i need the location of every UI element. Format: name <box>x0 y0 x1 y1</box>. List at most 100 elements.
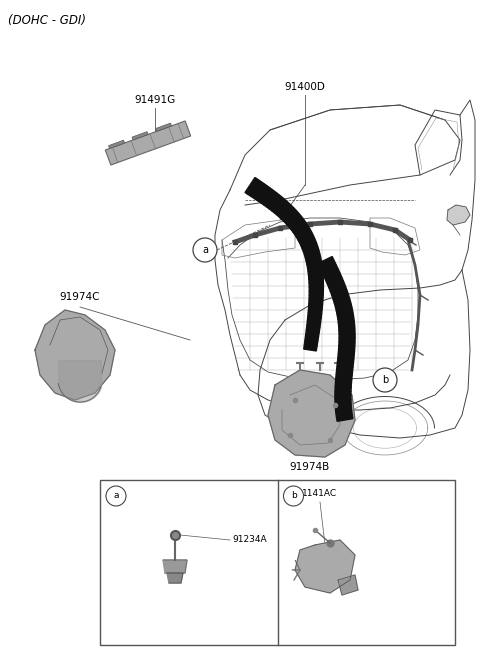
Polygon shape <box>339 334 355 338</box>
Polygon shape <box>298 233 313 243</box>
Polygon shape <box>275 200 288 215</box>
Polygon shape <box>335 387 351 392</box>
Polygon shape <box>308 313 322 319</box>
Polygon shape <box>295 540 355 593</box>
Polygon shape <box>338 317 354 323</box>
Polygon shape <box>308 266 323 272</box>
Text: 91491G: 91491G <box>134 95 176 105</box>
Polygon shape <box>306 330 319 337</box>
Polygon shape <box>285 211 299 225</box>
Circle shape <box>284 486 303 506</box>
Polygon shape <box>336 378 352 384</box>
Polygon shape <box>269 195 283 211</box>
Polygon shape <box>307 262 322 269</box>
Polygon shape <box>304 344 317 351</box>
Circle shape <box>106 486 126 506</box>
Polygon shape <box>336 366 353 372</box>
Polygon shape <box>333 294 350 304</box>
Polygon shape <box>330 286 347 296</box>
Polygon shape <box>108 140 125 148</box>
Polygon shape <box>336 370 352 376</box>
Polygon shape <box>268 370 355 457</box>
Polygon shape <box>167 573 183 583</box>
Polygon shape <box>272 198 286 214</box>
Polygon shape <box>329 282 345 292</box>
Polygon shape <box>322 265 338 276</box>
Polygon shape <box>338 575 358 595</box>
Polygon shape <box>318 256 334 267</box>
Polygon shape <box>335 391 351 396</box>
Polygon shape <box>336 307 353 315</box>
Polygon shape <box>335 396 351 399</box>
Polygon shape <box>248 179 261 196</box>
Polygon shape <box>338 346 355 351</box>
Polygon shape <box>287 214 301 227</box>
Polygon shape <box>336 374 352 380</box>
Polygon shape <box>282 208 297 222</box>
Text: a: a <box>113 491 119 501</box>
Polygon shape <box>309 304 323 309</box>
Polygon shape <box>295 226 310 237</box>
Polygon shape <box>336 415 353 421</box>
Polygon shape <box>280 206 294 220</box>
Polygon shape <box>306 326 320 332</box>
Text: b: b <box>290 491 296 501</box>
Polygon shape <box>309 291 324 296</box>
Polygon shape <box>307 321 321 328</box>
Polygon shape <box>309 283 324 287</box>
Polygon shape <box>327 277 344 288</box>
Polygon shape <box>35 310 115 400</box>
Polygon shape <box>336 304 352 311</box>
Polygon shape <box>308 308 322 314</box>
Polygon shape <box>338 321 355 327</box>
Polygon shape <box>304 250 320 258</box>
Bar <box>100 480 455 645</box>
Polygon shape <box>335 382 351 388</box>
Polygon shape <box>309 275 324 279</box>
Polygon shape <box>309 279 324 283</box>
Polygon shape <box>337 362 353 367</box>
Polygon shape <box>335 299 351 307</box>
Text: 1141AC: 1141AC <box>302 489 337 498</box>
Polygon shape <box>309 287 324 292</box>
Polygon shape <box>289 217 304 229</box>
Polygon shape <box>305 254 321 261</box>
Polygon shape <box>338 353 354 359</box>
Polygon shape <box>306 258 322 265</box>
Text: b: b <box>382 375 388 385</box>
Text: a: a <box>202 245 208 255</box>
Polygon shape <box>304 340 318 346</box>
Polygon shape <box>257 186 271 203</box>
Polygon shape <box>264 191 277 207</box>
Polygon shape <box>261 189 274 205</box>
Polygon shape <box>309 300 323 305</box>
Polygon shape <box>307 317 321 323</box>
Polygon shape <box>335 399 351 404</box>
Polygon shape <box>320 261 336 271</box>
Polygon shape <box>339 329 355 334</box>
Polygon shape <box>332 290 348 300</box>
Polygon shape <box>300 236 315 246</box>
Polygon shape <box>339 342 355 346</box>
Polygon shape <box>336 407 352 413</box>
Polygon shape <box>308 271 323 276</box>
Polygon shape <box>303 247 319 255</box>
Polygon shape <box>245 177 258 194</box>
Polygon shape <box>132 131 148 140</box>
Polygon shape <box>339 338 355 342</box>
Text: 91974B: 91974B <box>290 462 330 472</box>
Polygon shape <box>309 296 323 300</box>
Polygon shape <box>266 193 280 209</box>
Polygon shape <box>325 273 342 284</box>
Polygon shape <box>335 403 351 408</box>
Polygon shape <box>301 240 316 249</box>
Polygon shape <box>337 357 354 363</box>
Circle shape <box>373 368 397 392</box>
Polygon shape <box>296 229 312 240</box>
Polygon shape <box>447 205 470 225</box>
Text: 91400D: 91400D <box>285 82 325 92</box>
Text: 91234A: 91234A <box>232 535 266 545</box>
Polygon shape <box>338 350 355 355</box>
Text: 91974C: 91974C <box>60 292 100 302</box>
Polygon shape <box>324 269 340 280</box>
